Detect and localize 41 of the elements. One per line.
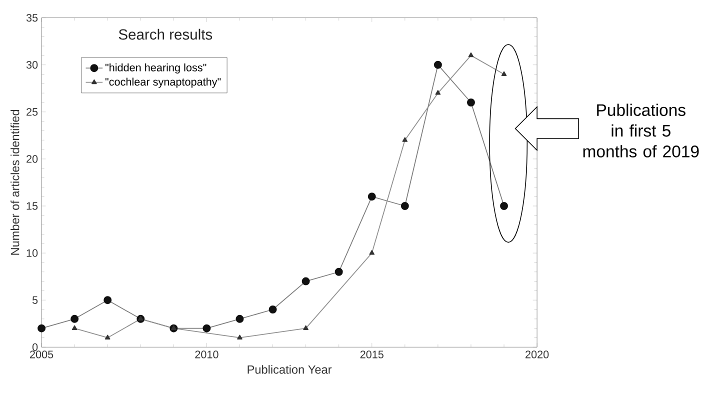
x-tick-label: 2020 [526, 350, 549, 358]
point [237, 334, 242, 340]
point [72, 326, 78, 330]
point [500, 202, 508, 210]
point [466, 98, 475, 107]
y-tick-label: 30 [26, 61, 38, 69]
y-tick-label: 25 [26, 108, 38, 116]
y-tick-label: 15 [26, 202, 38, 210]
x-tick-label: 2010 [195, 350, 218, 358]
point [368, 192, 376, 201]
point [268, 306, 277, 314]
point [468, 52, 474, 58]
point [236, 315, 244, 324]
point [138, 316, 144, 321]
point [434, 61, 442, 70]
legend-label: "cochlear synaptopathy" [105, 78, 221, 88]
y-tick-label: 10 [26, 249, 38, 258]
y-axis-title: Number of articles identified [10, 110, 20, 255]
point [402, 137, 408, 142]
point [70, 315, 79, 324]
legend-label: "hidden hearing loss" [105, 64, 206, 74]
point [303, 326, 308, 330]
point [501, 71, 507, 76]
point [202, 324, 211, 333]
point [302, 277, 310, 286]
point [400, 202, 409, 210]
y-tick-label: 5 [32, 296, 38, 304]
point [334, 268, 343, 276]
legend-title: Search results [118, 29, 212, 40]
x-tick-label: 2015 [360, 350, 384, 358]
point [38, 324, 46, 333]
x-tick-label: 2005 [30, 350, 54, 358]
point [104, 296, 112, 304]
y-tick-label: 20 [26, 155, 38, 163]
text: Publications in first 5 months of 2019 [583, 104, 699, 158]
point [435, 90, 441, 95]
x-axis-title: Publication Year [248, 365, 332, 374]
point [369, 250, 375, 255]
point [104, 334, 110, 340]
y-tick-label: 0 [32, 344, 38, 352]
y-tick-label: 35 [26, 14, 38, 22]
